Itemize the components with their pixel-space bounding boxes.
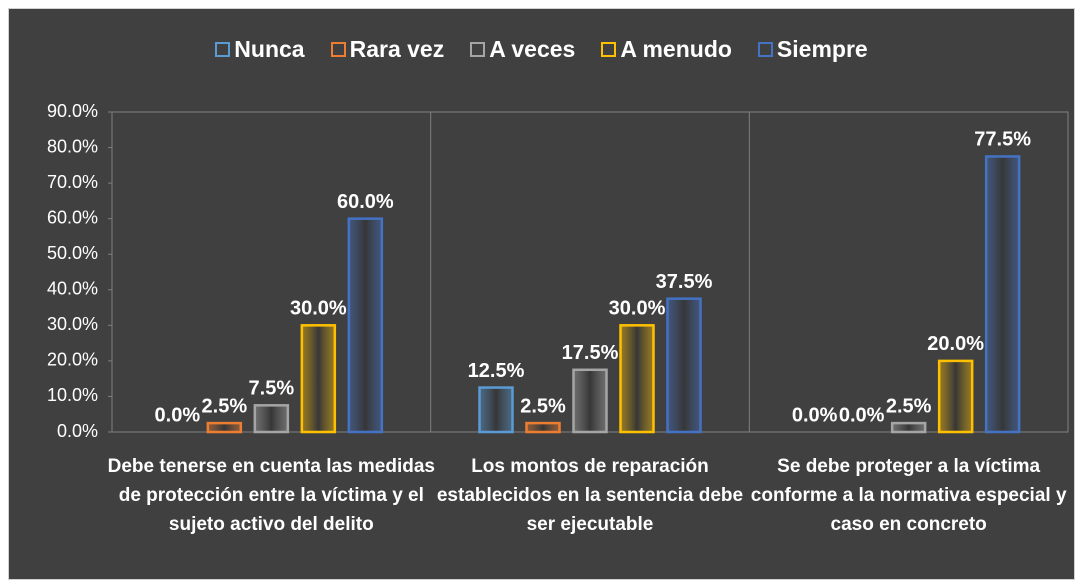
legend-label: A veces <box>489 36 576 62</box>
data-label: 2.5% <box>202 395 248 417</box>
legend-item: A veces <box>470 36 575 63</box>
data-label: 60.0% <box>337 191 394 213</box>
legend-label: Nunca <box>234 36 305 62</box>
legend-swatch <box>330 42 346 57</box>
bar <box>253 404 290 434</box>
bar <box>478 386 514 434</box>
legend-item: Siempre <box>757 36 868 63</box>
bar <box>525 421 561 434</box>
y-tick-label: 50.0% <box>47 243 98 263</box>
legend-swatch <box>470 42 486 57</box>
data-label: 2.5% <box>520 395 566 417</box>
data-label: 77.5% <box>974 129 1031 151</box>
bar <box>666 297 702 434</box>
data-label: 0.0% <box>792 404 838 426</box>
legend-swatch <box>757 42 773 57</box>
bar <box>206 421 243 434</box>
x-tick-label: Debe tenerse en cuenta las medidas de pr… <box>107 456 436 535</box>
y-tick-label: 60.0% <box>47 207 98 227</box>
legend-label: A menudo <box>620 36 732 62</box>
data-label: 12.5% <box>468 360 525 382</box>
chart-background <box>8 8 1075 580</box>
data-label: 37.5% <box>656 271 713 293</box>
legend-item: A menudo <box>601 36 732 63</box>
legend: Nunca Rara vez A veces A menudo Siempre <box>0 36 1083 63</box>
x-tick-label: Los montos de reparación establecidos en… <box>436 456 744 535</box>
legend-label: Siempre <box>776 36 868 62</box>
y-tick-label: 30.0% <box>47 314 98 334</box>
data-label: 7.5% <box>249 378 295 400</box>
bar <box>937 359 974 434</box>
bar <box>890 421 927 434</box>
data-label: 30.0% <box>609 298 666 320</box>
bar <box>300 324 337 434</box>
y-tick-label: 80.0% <box>47 136 98 156</box>
data-label: 17.5% <box>562 342 619 364</box>
bar <box>347 217 384 434</box>
x-tick-label: Se debe proteger a la víctima conforme a… <box>750 456 1067 535</box>
bar <box>572 368 608 434</box>
y-tick-label: 20.0% <box>47 350 98 370</box>
data-label: 0.0% <box>155 404 201 426</box>
y-tick-label: 10.0% <box>47 385 98 405</box>
legend-swatch <box>601 42 617 57</box>
legend-item: Rara vez <box>330 36 445 63</box>
legend-label: Rara vez <box>349 36 445 62</box>
y-tick-label: 90.0% <box>47 101 98 121</box>
legend-item: Nunca <box>215 36 305 63</box>
bar <box>619 324 655 434</box>
y-tick-label: 70.0% <box>47 172 98 192</box>
y-tick-label: 0.0% <box>57 421 98 441</box>
legend-swatch <box>215 42 231 57</box>
data-label: 0.0% <box>839 404 885 426</box>
y-tick-label: 40.0% <box>47 279 98 299</box>
data-label: 2.5% <box>886 395 932 417</box>
data-label: 20.0% <box>927 333 984 355</box>
bar <box>984 155 1021 434</box>
data-label: 30.0% <box>290 298 347 320</box>
